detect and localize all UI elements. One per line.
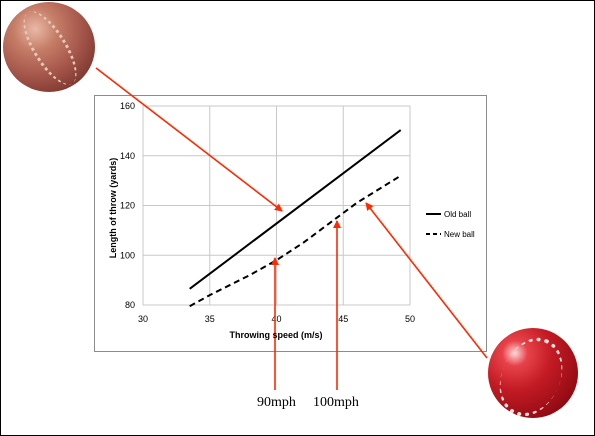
series-old-ball (189, 129, 402, 290)
x-tick-label: 50 (405, 314, 415, 324)
series-new-ball (189, 174, 402, 308)
series-lines (189, 129, 402, 308)
y-tick-label: 160 (120, 101, 135, 111)
legend-label: Old ball (444, 210, 471, 219)
x-tick-label: 30 (138, 314, 148, 324)
y-tick-label: 120 (120, 201, 135, 211)
x-tick-label: 45 (338, 314, 348, 324)
arrow-new-ball (365, 202, 488, 359)
arrow-old-ball (95, 67, 283, 212)
x-tick-label: 35 (205, 314, 215, 324)
old-cricket-ball-image (3, 2, 95, 93)
x-axis-label: Throwing speed (m/s) (229, 330, 322, 340)
grid-lines (142, 105, 411, 306)
legend: Old ball New ball (426, 210, 475, 239)
new-cricket-ball-image (487, 327, 578, 427)
x-tick-label: 40 (271, 314, 281, 324)
annotation-arrows (95, 67, 488, 390)
legend-label: New ball (444, 230, 475, 239)
label-90mph: 90mph (257, 395, 296, 410)
chart-panel (94, 95, 487, 352)
y-axis-label: Length of throw (yards) (108, 158, 118, 259)
y-tick-label: 140 (120, 151, 135, 161)
label-100mph: 100mph (313, 395, 359, 410)
axes: 30 35 40 45 50 80 100 120 140 160 (120, 101, 415, 324)
y-tick-label: 80 (125, 300, 135, 310)
y-tick-label: 100 (120, 250, 135, 260)
